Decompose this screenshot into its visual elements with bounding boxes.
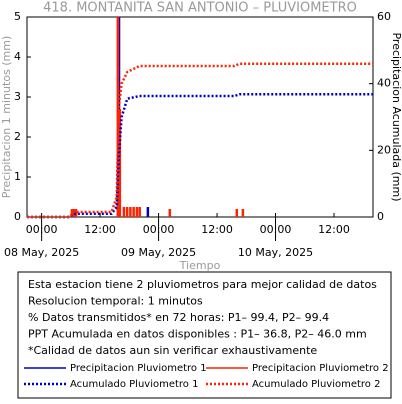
precip-bar — [116, 17, 120, 217]
x-date-label: 09 May, 2025 — [121, 246, 196, 259]
legend-label: Precipitacion Pluviometro 2 — [252, 363, 389, 374]
legend-label: Acumulado Pluviometro 2 — [252, 379, 380, 390]
precip-bar — [168, 209, 172, 217]
precip-bar — [146, 207, 150, 217]
info-line: *Calidad de datos aun sin verificar exha… — [28, 344, 317, 357]
info-line: % Datos transmitidos* en 72 horas: P1– 9… — [28, 311, 329, 324]
info-line: Resolucion temporal: 1 minutos — [28, 295, 203, 308]
precip-bar — [122, 207, 126, 217]
x-axis-label: Tiempo — [179, 259, 221, 272]
y-tick-label: 1 — [14, 170, 21, 183]
y-tick-label: 4 — [14, 50, 21, 63]
precip-bar — [118, 109, 122, 217]
y-tick-label: 2 — [14, 130, 21, 143]
precip-bar — [70, 209, 74, 217]
precip-bar — [135, 207, 139, 217]
legend-label: Precipitacion Pluviometro 1 — [70, 363, 207, 374]
x-tick-label: 12:00 — [318, 223, 350, 236]
x-date-label: 08 May, 2025 — [4, 246, 79, 259]
info-box — [17, 271, 392, 399]
precip-bar — [129, 207, 132, 217]
precip-bar — [125, 207, 129, 217]
precip-bar — [241, 209, 245, 217]
x-tick-label: 12:00 — [201, 223, 233, 236]
x-tick-label: 12:00 — [84, 223, 116, 236]
precip-bar — [235, 209, 239, 217]
legend-label: Acumulado Pluviometro 1 — [70, 379, 198, 390]
y2-tick-label: 20 — [377, 143, 391, 156]
y-tick-label: 0 — [14, 210, 21, 223]
y2-tick-label: 60 — [377, 10, 391, 23]
cumulative-line — [27, 62, 373, 219]
y2-axis-label: Precipitacion Acumulada (mm) — [390, 32, 402, 201]
info-line: Esta estacion tiene 2 pluviometros para … — [28, 278, 377, 291]
plot-frame — [26, 16, 374, 218]
precip-bar — [132, 207, 135, 217]
y2-tick-label: 40 — [377, 77, 391, 90]
y-tick-label: 5 — [14, 10, 21, 23]
y2-tick-label: 0 — [377, 210, 384, 223]
y-tick-label: 3 — [14, 90, 21, 103]
x-date-label: 10 May, 2025 — [238, 246, 313, 259]
y-axis-label: Precipitacion 1 minutos (mm) — [0, 36, 13, 198]
precip-bar — [74, 209, 78, 217]
chart-title: 418. MONTANITA SAN ANTONIO – PLUVIOMETRO — [43, 1, 357, 16]
cumulative-line — [27, 93, 373, 219]
info-line: PPT Acumulada en datos disponibles : P1–… — [28, 328, 367, 341]
precip-bar — [138, 207, 141, 217]
